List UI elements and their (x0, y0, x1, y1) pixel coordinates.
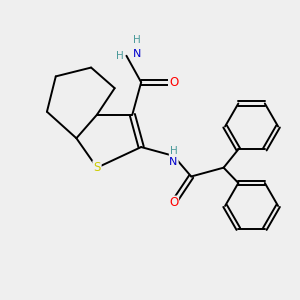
Text: S: S (93, 161, 101, 174)
Text: H: H (133, 34, 141, 45)
Text: O: O (169, 196, 178, 209)
Text: H: H (170, 146, 177, 157)
Text: N: N (133, 49, 141, 59)
Text: H: H (116, 51, 124, 61)
Text: N: N (169, 157, 178, 167)
Text: O: O (169, 76, 178, 89)
